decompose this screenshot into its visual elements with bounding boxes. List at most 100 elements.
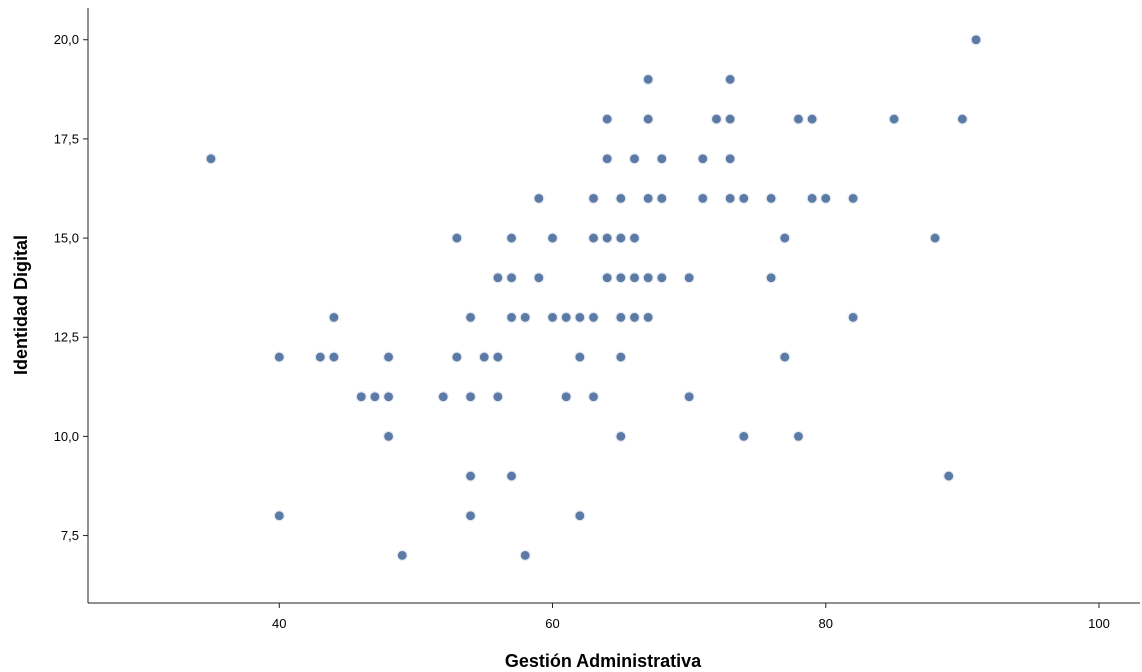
- data-point: [956, 113, 968, 125]
- data-point: [355, 391, 367, 403]
- data-point: [546, 311, 559, 323]
- x-axis-ticks: 40 60 80 100: [272, 603, 1110, 631]
- data-point: [273, 510, 285, 522]
- data-point: [328, 311, 340, 323]
- data-point: [451, 351, 463, 363]
- data-point: [765, 192, 777, 204]
- y-tick-label: 15,0: [54, 231, 79, 246]
- data-point: [533, 272, 545, 284]
- data-point: [205, 153, 217, 165]
- x-tick-label: 80: [819, 616, 833, 631]
- data-point: [656, 272, 668, 284]
- data-point: [738, 430, 750, 442]
- data-points: [205, 34, 982, 562]
- x-tick-label: 60: [545, 616, 559, 631]
- data-point: [574, 311, 586, 323]
- data-point: [505, 272, 518, 284]
- data-point: [464, 510, 477, 522]
- data-point: [519, 311, 531, 323]
- data-point: [820, 192, 832, 204]
- data-point: [970, 34, 982, 46]
- data-point: [724, 153, 736, 165]
- data-point: [601, 272, 613, 284]
- data-point: [628, 153, 641, 165]
- data-point: [683, 272, 695, 284]
- data-point: [724, 113, 736, 125]
- data-point: [847, 192, 859, 204]
- data-point: [806, 113, 818, 125]
- data-point: [779, 232, 791, 244]
- data-point: [437, 391, 449, 403]
- data-point: [560, 311, 572, 323]
- data-point: [615, 192, 627, 204]
- data-point: [697, 192, 709, 204]
- data-point: [464, 470, 477, 482]
- data-point: [464, 391, 477, 403]
- data-point: [683, 391, 695, 403]
- data-point: [492, 351, 504, 363]
- data-point: [642, 73, 654, 86]
- data-point: [546, 232, 559, 244]
- data-point: [642, 272, 654, 284]
- y-tick-label: 10,0: [54, 429, 79, 444]
- data-point: [505, 232, 518, 244]
- data-point: [943, 470, 955, 482]
- data-point: [574, 510, 586, 522]
- data-point: [642, 192, 654, 204]
- data-point: [628, 272, 641, 284]
- data-point: [710, 113, 723, 125]
- data-point: [656, 192, 668, 204]
- data-point: [615, 311, 627, 323]
- data-point: [888, 113, 900, 125]
- x-tick-label: 100: [1088, 616, 1110, 631]
- data-point: [792, 113, 805, 125]
- y-tick-label: 17,5: [54, 131, 79, 146]
- data-point: [656, 153, 668, 165]
- data-point: [587, 391, 600, 403]
- y-tick-label: 12,5: [54, 330, 79, 345]
- data-point: [738, 192, 750, 204]
- data-point: [806, 192, 818, 204]
- y-tick-label: 7,5: [61, 528, 79, 543]
- data-point: [765, 272, 777, 284]
- data-point: [724, 73, 736, 86]
- data-point: [615, 351, 627, 363]
- data-point: [328, 351, 340, 363]
- data-point: [505, 311, 518, 323]
- data-point: [519, 549, 531, 562]
- data-point: [587, 311, 600, 323]
- data-point: [601, 232, 613, 244]
- data-point: [779, 351, 791, 363]
- y-axis-title: Identidad Digital: [11, 235, 31, 375]
- data-point: [369, 391, 381, 403]
- data-point: [587, 232, 600, 244]
- data-point: [505, 470, 518, 482]
- data-point: [492, 272, 504, 284]
- data-point: [382, 351, 395, 363]
- data-point: [314, 351, 326, 363]
- data-point: [273, 351, 285, 363]
- data-point: [628, 311, 641, 323]
- data-point: [615, 272, 627, 284]
- data-point: [847, 311, 859, 323]
- data-point: [601, 153, 613, 165]
- data-point: [615, 232, 627, 244]
- data-point: [478, 351, 490, 363]
- y-tick-label: 20,0: [54, 32, 79, 47]
- x-axis-title: Gestión Administrativa: [505, 651, 702, 671]
- data-point: [560, 391, 572, 403]
- data-point: [587, 192, 600, 204]
- data-point: [642, 311, 654, 323]
- data-point: [929, 232, 941, 244]
- data-point: [451, 232, 463, 244]
- data-point: [396, 549, 408, 562]
- data-point: [492, 391, 504, 403]
- data-point: [382, 430, 395, 442]
- data-point: [601, 113, 613, 125]
- data-point: [533, 192, 545, 204]
- data-point: [792, 430, 805, 442]
- x-tick-label: 40: [272, 616, 286, 631]
- data-point: [382, 391, 395, 403]
